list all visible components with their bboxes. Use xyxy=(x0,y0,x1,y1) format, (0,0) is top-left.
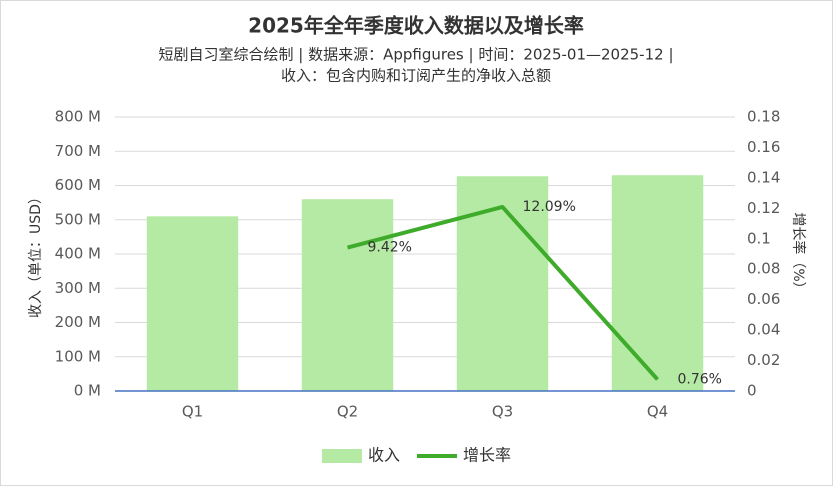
y-tick-label: 600 M xyxy=(55,176,101,194)
data-label: 0.76% xyxy=(678,371,722,387)
data-label: 9.42% xyxy=(368,240,412,256)
y2-tick-label: 0.08 xyxy=(747,260,780,278)
y2-tick-label: 0.04 xyxy=(747,321,780,339)
y-tick-label: 300 M xyxy=(55,279,101,297)
y-tick-label: 700 M xyxy=(55,142,101,160)
y-tick-label: 400 M xyxy=(55,245,101,263)
y-tick-label: 800 M xyxy=(55,108,101,126)
y2-tick-label: 0.02 xyxy=(747,351,780,369)
y-tick-label: 0 M xyxy=(74,382,101,400)
y-tick-label: 100 M xyxy=(55,347,101,365)
y2-tick-label: 0.06 xyxy=(747,290,780,308)
chart-subtitle: 收入：包含内购和订阅产生的净收入总额 xyxy=(281,67,551,85)
bar xyxy=(301,199,394,391)
bar xyxy=(611,175,704,391)
y-tick-label: 200 M xyxy=(55,313,101,331)
y-tick-label: 500 M xyxy=(55,210,101,228)
chart-subtitle: 短剧自习室综合绘制 | 数据来源：Appfigures | 时间：2025-01… xyxy=(158,46,673,64)
data-label: 12.09% xyxy=(523,199,576,215)
y2-axis-title: 增长率（%） xyxy=(790,212,807,295)
y2-tick-label: 0.16 xyxy=(747,138,780,156)
y2-tick-label: 0 xyxy=(747,382,757,400)
y2-tick-label: 0.12 xyxy=(747,199,780,217)
legend-swatch xyxy=(322,449,362,463)
y2-tick-label: 0.14 xyxy=(747,168,780,186)
x-tick-label: Q2 xyxy=(337,403,358,421)
y2-tick-label: 0.1 xyxy=(747,229,771,247)
bar xyxy=(146,216,239,391)
x-tick-label: Q4 xyxy=(647,403,668,421)
y2-tick-label: 0.18 xyxy=(747,108,780,126)
line xyxy=(346,204,659,381)
y-axis-title: 收入（单位：USD） xyxy=(28,190,44,318)
x-tick-label: Q3 xyxy=(492,403,513,421)
legend-label: 增长率 xyxy=(463,446,511,465)
legend-label: 收入 xyxy=(368,446,400,465)
bar xyxy=(456,176,549,391)
chart-title: 2025年全年季度收入数据以及增长率 xyxy=(248,14,584,38)
x-tick-label: Q1 xyxy=(182,403,203,421)
